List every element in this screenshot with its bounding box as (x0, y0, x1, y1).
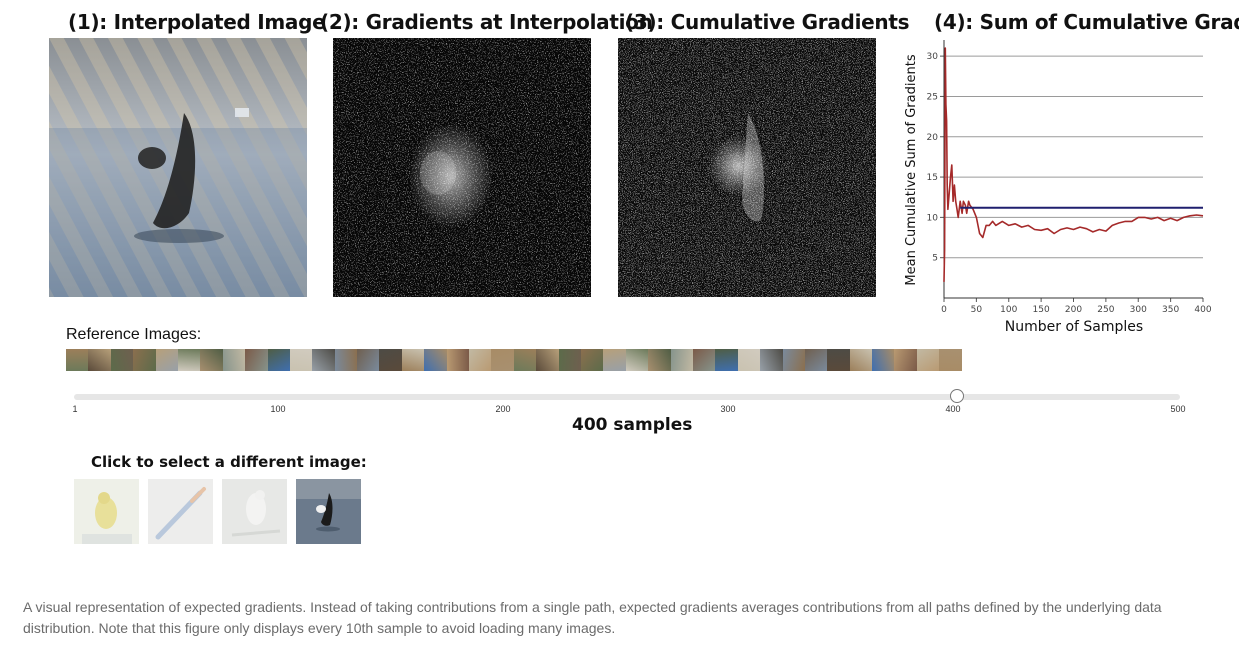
chart-xtick-label: 50 (971, 305, 983, 315)
reference-image-thumbnail (446, 349, 470, 371)
reference-image-thumbnail (648, 349, 671, 371)
chart-xtick-label: 0 (941, 305, 947, 315)
chart-ytick-label: 20 (927, 133, 939, 143)
slider-tick-label: 400 (945, 404, 961, 414)
goldfinch-thumbnail[interactable] (74, 479, 139, 544)
slider-handle[interactable] (949, 389, 964, 403)
slider-track[interactable] (74, 394, 1180, 400)
reference-image-thumbnail (603, 349, 626, 371)
reference-images-strip (66, 349, 962, 371)
reference-image-thumbnail (804, 349, 828, 371)
slider-tick-label: 200 (495, 404, 511, 414)
reference-image-thumbnail (133, 349, 156, 371)
paintbrush-thumbnail[interactable] (148, 479, 213, 544)
chart-xtick-label: 250 (1097, 305, 1114, 315)
reference-image-thumbnail (289, 349, 313, 371)
interpolated-image (49, 38, 307, 297)
select-image-label: Click to select a different image: (91, 453, 367, 471)
reference-image-thumbnail (916, 349, 940, 371)
reference-image-thumbnail (245, 349, 268, 371)
figure-caption: A visual representation of expected grad… (23, 599, 1162, 636)
reference-image-thumbnail (312, 349, 335, 371)
slider-tick-label: 100 (270, 404, 286, 414)
reference-image-thumbnail (222, 349, 246, 371)
reference-image-thumbnail (872, 349, 895, 371)
chart-ytick-label: 10 (927, 213, 939, 223)
reference-image-thumbnail (424, 349, 447, 371)
slider-tick-label: 500 (1170, 404, 1186, 414)
reference-image-thumbnail (110, 349, 134, 371)
panel-title-sum: (4): Sum of Cumulative Grads (934, 10, 1239, 34)
reference-image-thumbnail (827, 349, 850, 371)
reference-image-thumbnail (692, 349, 716, 371)
reference-image-thumbnail (939, 349, 962, 371)
bird-thumbnail[interactable] (222, 479, 287, 544)
reference-image-thumbnail (894, 349, 917, 371)
reference-image-thumbnail (625, 349, 649, 371)
reference-image-thumbnail (536, 349, 559, 371)
reference-image-thumbnail (357, 349, 380, 371)
reference-images-label: Reference Images: (66, 326, 202, 343)
slider-tick-label: 300 (720, 404, 736, 414)
chart-xtick-label: 200 (1065, 305, 1082, 315)
panel-title-cumulative: (3): Cumulative Gradients (625, 10, 910, 34)
samples-slider[interactable]: 1 100 200 300 400 500 (66, 388, 1186, 438)
image-choices (74, 479, 361, 544)
reference-image-thumbnail (580, 349, 604, 371)
cumulative-grads-chart: 5 10 15 20 25 30 0 50 100 150 200 250 300 350 400 Num… (904, 40, 1212, 335)
reference-image-thumbnail (513, 349, 537, 371)
panel-title-interpolated: (1): Interpolated Image (68, 10, 326, 34)
slider-tick-label: 1 (72, 404, 78, 414)
chart-ytick-label: 25 (927, 92, 938, 102)
reference-image-thumbnail (66, 349, 89, 371)
chart-xtick-label: 150 (1033, 305, 1050, 315)
reference-image-thumbnail (782, 349, 805, 371)
reference-image-thumbnail (670, 349, 693, 371)
chart-cumulative-line (943, 47, 1204, 282)
reference-image-thumbnail (491, 349, 514, 371)
chart-ylabel: Mean Cumulative Sum of Gradients (904, 54, 919, 285)
reference-image-thumbnail (401, 349, 425, 371)
reference-image-thumbnail (177, 349, 201, 371)
reference-image-thumbnail (558, 349, 581, 371)
chart-ytick-label: 30 (927, 52, 939, 62)
chart-xlabel: Number of Samples (1005, 319, 1143, 335)
reference-image-thumbnail (334, 349, 358, 371)
samples-count-label: 400 samples (572, 415, 693, 435)
reference-image-thumbnail (715, 349, 738, 371)
reference-image-thumbnail (849, 349, 873, 371)
reference-image-thumbnail (469, 349, 492, 371)
reference-image-thumbnail (155, 349, 178, 371)
chart-ytick-label: 15 (927, 173, 938, 183)
cumulative-gradients-image (618, 38, 876, 297)
killer-whale-thumbnail[interactable] (296, 479, 361, 544)
reference-image-thumbnail (737, 349, 761, 371)
chart-xtick-label: 100 (1000, 305, 1017, 315)
chart-xtick-label: 350 (1162, 305, 1179, 315)
chart-xtick-label: 300 (1130, 305, 1147, 315)
gradients-at-interpolation-image (333, 38, 591, 297)
reference-image-thumbnail (267, 349, 290, 371)
chart-xtick-label: 400 (1194, 305, 1211, 315)
chart-ytick-label: 5 (932, 254, 938, 264)
reference-image-thumbnail (379, 349, 402, 371)
panel-title-gradients: (2): Gradients at Interpolation (320, 10, 653, 34)
reference-image-thumbnail (760, 349, 783, 371)
reference-image-thumbnail (88, 349, 111, 371)
reference-image-thumbnail (200, 349, 223, 371)
